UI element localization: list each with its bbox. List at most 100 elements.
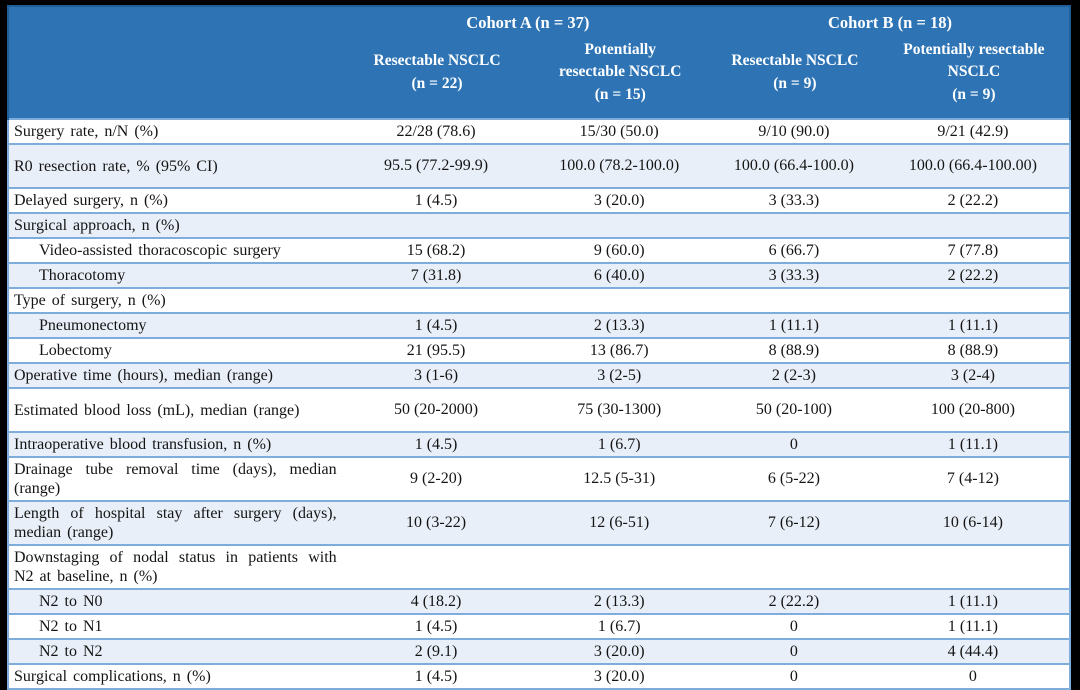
value-cell: 3 (20.0) [529, 638, 712, 665]
value-cell: 1 (11.1) [878, 588, 1072, 615]
value-cell: 100.0 (66.4-100.00) [878, 143, 1072, 189]
table-row-blood-transfusion: Intraoperative blood transfusion, n (%) … [7, 431, 1072, 458]
row-label: Operative time (hours), median (range) [7, 362, 345, 389]
value-cell: 3 (33.3) [711, 262, 879, 289]
table-row-drainage-tube: Drainage tube removal time (days), media… [7, 456, 1072, 502]
cohort-b-header: Cohort B (n = 18) [711, 5, 1071, 35]
value-cell [878, 544, 1072, 590]
value-cell: 100.0 (78.2-100.0) [529, 143, 712, 189]
value-cell: 7 (6-12) [711, 500, 879, 546]
value-cell [711, 287, 879, 314]
row-label: Estimated blood loss (mL), median (range… [7, 387, 345, 433]
cohort-header-row: Cohort A (n = 37) Cohort B (n = 18) [7, 5, 1071, 35]
value-cell [878, 287, 1072, 314]
value-cell: 7 (4-12) [878, 456, 1072, 502]
cohort-a-header: Cohort A (n = 37) [344, 5, 712, 35]
row-label: Surgery rate, n/N (%) [7, 118, 345, 145]
value-cell: 12.5 (5-31) [529, 456, 712, 502]
value-cell: 100.0 (66.4-100.0) [711, 143, 879, 189]
value-cell: 3 (20.0) [529, 663, 712, 690]
value-cell: 2 (2-3) [711, 362, 879, 389]
value-cell [711, 212, 879, 239]
value-cell: 1 (11.1) [711, 312, 879, 339]
table-row-n2-to-n0: N2 to N0 4 (18.2) 2 (13.3) 2 (22.2) 1 (1… [7, 588, 1072, 615]
value-cell: 1 (11.1) [878, 613, 1072, 640]
value-cell: 8 (88.9) [878, 337, 1072, 364]
value-cell: 50 (20-100) [711, 387, 879, 433]
column-header-resectable-a: Resectable NSCLC (n = 22) [344, 35, 530, 120]
row-label: Surgical approach, n (%) [7, 212, 345, 239]
value-cell: 1 (4.5) [344, 431, 530, 458]
value-cell: 4 (44.4) [878, 638, 1072, 665]
value-cell: 2 (13.3) [529, 588, 712, 615]
table-row-lobectomy: Lobectomy 21 (95.5) 13 (86.7) 8 (88.9) 8… [7, 337, 1072, 364]
value-cell: 9/10 (90.0) [711, 118, 879, 145]
value-cell [344, 544, 530, 590]
value-cell: 12 (6-51) [529, 500, 712, 546]
value-cell: 2 (13.3) [529, 312, 712, 339]
value-cell: 7 (31.8) [344, 262, 530, 289]
table-row-surgical-complications: Surgical complications, n (%) 1 (4.5) 3 … [7, 663, 1072, 690]
value-cell: 10 (3-22) [344, 500, 530, 546]
value-cell [711, 544, 879, 590]
value-cell: 3 (2-5) [529, 362, 712, 389]
value-cell: 9/21 (42.9) [878, 118, 1072, 145]
value-cell: 2 (22.2) [711, 588, 879, 615]
value-cell [344, 287, 530, 314]
value-cell: 1 (4.5) [344, 187, 530, 214]
table-row-type-of-surgery-section: Type of surgery, n (%) [7, 287, 1072, 314]
value-cell [529, 212, 712, 239]
surgical-outcomes-table: Cohort A (n = 37) Cohort B (n = 18) Rese… [7, 5, 1072, 690]
value-cell: 9 (60.0) [529, 237, 712, 264]
table-row-n2-to-n1: N2 to N1 1 (4.5) 1 (6.7) 0 1 (11.1) [7, 613, 1072, 640]
row-label: Surgical complications, n (%) [7, 663, 345, 690]
table-row-surgical-approach-section: Surgical approach, n (%) [7, 212, 1072, 239]
column-header-row: Resectable NSCLC (n = 22) Potentially re… [7, 35, 1072, 120]
column-header-potentially-a: Potentially resectable NSCLC (n = 15) [529, 35, 712, 120]
value-cell: 2 (22.2) [878, 187, 1072, 214]
value-cell: 0 [711, 613, 879, 640]
value-cell [529, 544, 712, 590]
column-header-potentially-b: Potentially resectable NSCLC (n = 9) [878, 35, 1072, 120]
value-cell: 8 (88.9) [711, 337, 879, 364]
value-cell: 13 (86.7) [529, 337, 712, 364]
value-cell: 1 (6.7) [529, 431, 712, 458]
value-cell: 3 (20.0) [529, 187, 712, 214]
row-label: Lobectomy [7, 337, 345, 364]
row-label: Intraoperative blood transfusion, n (%) [7, 431, 345, 458]
value-cell: 3 (1-6) [344, 362, 530, 389]
value-cell: 1 (11.1) [878, 431, 1072, 458]
row-label: Thoracotomy [7, 262, 345, 289]
row-label: Drainage tube removal time (days), media… [7, 456, 345, 502]
value-cell: 3 (33.3) [711, 187, 879, 214]
image-frame: Cohort A (n = 37) Cohort B (n = 18) Rese… [7, 5, 1072, 690]
value-cell: 6 (40.0) [529, 262, 712, 289]
table-row-operative-time: Operative time (hours), median (range) 3… [7, 362, 1072, 389]
value-cell: 1 (4.5) [344, 312, 530, 339]
value-cell: 2 (22.2) [878, 262, 1072, 289]
column-header-resectable-b: Resectable NSCLC (n = 9) [711, 35, 879, 120]
value-cell: 1 (6.7) [529, 613, 712, 640]
row-label: Downstaging of nodal status in patients … [7, 544, 345, 590]
table-row-downstaging-section: Downstaging of nodal status in patients … [7, 544, 1072, 590]
value-cell: 95.5 (77.2-99.9) [344, 143, 530, 189]
row-label: N2 to N2 [7, 638, 345, 665]
row-label: Length of hospital stay after surgery (d… [7, 500, 345, 546]
value-cell [878, 212, 1072, 239]
value-cell: 15 (68.2) [344, 237, 530, 264]
value-cell: 22/28 (78.6) [344, 118, 530, 145]
value-cell: 1 (4.5) [344, 663, 530, 690]
corner-cell [7, 35, 345, 120]
value-cell: 100 (20-800) [878, 387, 1072, 433]
table-sheet: Cohort A (n = 37) Cohort B (n = 18) Rese… [7, 5, 1072, 690]
table-row-vats: Video-assisted thoracoscopic surgery 15 … [7, 237, 1072, 264]
value-cell: 0 [711, 663, 879, 690]
value-cell: 4 (18.2) [344, 588, 530, 615]
value-cell: 9 (2-20) [344, 456, 530, 502]
row-label: Video-assisted thoracoscopic surgery [7, 237, 345, 264]
value-cell: 6 (66.7) [711, 237, 879, 264]
table-row-hospital-stay: Length of hospital stay after surgery (d… [7, 500, 1072, 546]
value-cell: 1 (4.5) [344, 613, 530, 640]
row-label: Pneumonectomy [7, 312, 345, 339]
table-header: Cohort A (n = 37) Cohort B (n = 18) Rese… [7, 5, 1072, 120]
